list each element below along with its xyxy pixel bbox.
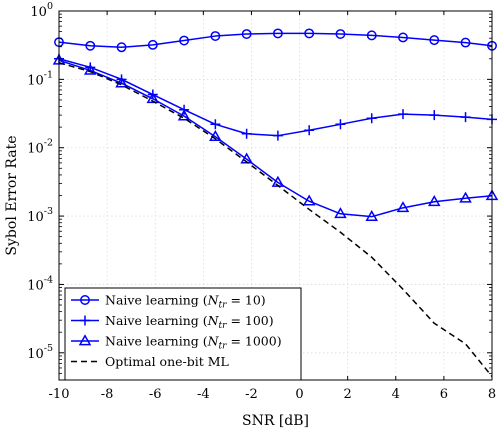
series-layer: [52, 28, 499, 377]
circle-marker: [429, 35, 440, 46]
legend-label: Naive learning (Ntr = 1000): [105, 334, 282, 352]
legend-label: Naive learning (Ntr = 10): [105, 293, 266, 311]
series-2: [54, 53, 497, 141]
circle-marker: [304, 28, 315, 39]
triangle-marker: [427, 195, 441, 207]
legend-item: Naive learning (Ntr = 10): [71, 293, 266, 311]
y-tick-label: 10-3: [27, 206, 53, 225]
x-tick-label: -10: [49, 387, 70, 402]
series-4: [58, 62, 493, 377]
legend-item: Naive learning (Ntr = 100): [71, 313, 274, 331]
circle-marker: [80, 295, 90, 305]
plus-marker: [210, 119, 221, 130]
plus-marker: [397, 109, 408, 120]
y-tick-label: 10-4: [27, 274, 53, 293]
circle-marker: [366, 30, 377, 41]
circle-marker: [335, 29, 346, 40]
plus-marker: [272, 130, 283, 141]
triangle-marker: [334, 207, 347, 219]
triangle-marker: [115, 76, 128, 88]
y-tick-label: 10-5: [27, 343, 53, 362]
triangle-marker: [365, 209, 379, 222]
x-axis-label: SNR [dB]: [242, 413, 309, 429]
x-tick-label: -6: [149, 387, 162, 402]
circle-marker: [398, 32, 408, 43]
series-line: [58, 59, 493, 218]
series-line: [58, 62, 493, 377]
plus-marker: [80, 315, 90, 326]
x-tick-label: 2: [344, 387, 352, 402]
series-3: [52, 53, 499, 222]
circle-marker: [85, 40, 96, 51]
x-tick-label: 8: [488, 387, 496, 402]
plus-marker: [366, 113, 377, 124]
plus-marker: [335, 119, 346, 130]
circle-marker: [241, 29, 252, 40]
series-line: [58, 32, 493, 48]
legend: Naive learning (Ntr = 10) Naive learning …: [64, 287, 302, 381]
series-line: [58, 58, 493, 137]
triangle-marker: [209, 129, 222, 142]
triangle-marker: [177, 109, 191, 121]
legend-label: Naive learning (Ntr = 100): [105, 313, 274, 331]
plus-marker: [460, 112, 471, 123]
x-tick-label: -2: [245, 387, 258, 402]
triangle-marker: [78, 334, 92, 346]
series-1: [54, 28, 497, 53]
circle-marker: [272, 28, 283, 39]
legend-label: Optimal one-bit ML: [105, 354, 229, 369]
y-tick-label: 10-2: [27, 138, 53, 157]
circle-marker: [116, 42, 127, 53]
plus-marker: [241, 128, 252, 139]
circle-marker: [179, 35, 190, 46]
triangle-marker: [83, 63, 97, 75]
triangle-marker: [146, 92, 160, 104]
triangle-marker: [459, 191, 472, 203]
x-tick-label: 0: [295, 387, 303, 402]
y-axis-label: Sybol Error Rate: [4, 135, 20, 255]
circle-marker: [210, 31, 221, 42]
x-tick-label: -4: [197, 387, 210, 402]
x-tick-label: -8: [101, 387, 114, 402]
legend-item: Optimal one-bit ML: [71, 354, 229, 369]
triangle-marker: [396, 201, 410, 213]
plus-marker: [304, 125, 315, 136]
triangle-marker: [302, 194, 316, 206]
x-tick-label: 6: [440, 387, 448, 402]
circle-marker: [460, 37, 471, 48]
x-tick-label: 4: [392, 387, 400, 402]
y-tick-label: 10-1: [27, 69, 53, 88]
circle-marker: [147, 39, 158, 50]
plus-marker: [429, 110, 440, 121]
y-tick-label: 100: [30, 1, 53, 20]
legend-item: Naive learning (Ntr = 1000): [71, 334, 282, 352]
legend-box: [64, 287, 302, 381]
axis-ticks: -10 -8 -6 -4 -2 0 2 4 6 8 10-5 10-4 10-3 10-2 10-1 100: [27, 1, 496, 402]
